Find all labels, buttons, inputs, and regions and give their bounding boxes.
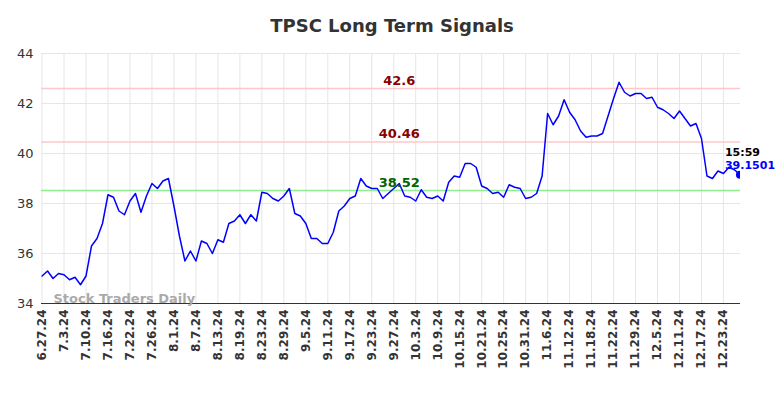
svg-text:11.22.24: 11.22.24 xyxy=(606,310,620,369)
svg-text:38: 38 xyxy=(17,196,34,211)
svg-text:10.9.24: 10.9.24 xyxy=(431,310,445,361)
svg-text:15:59: 15:59 xyxy=(725,146,760,159)
svg-text:10.31.24: 10.31.24 xyxy=(518,310,532,369)
svg-text:42.6: 42.6 xyxy=(383,73,415,88)
svg-text:9.27.24: 9.27.24 xyxy=(387,310,401,361)
svg-text:38.52: 38.52 xyxy=(379,175,420,190)
svg-text:11.18.24: 11.18.24 xyxy=(584,310,598,369)
svg-text:10.3.24: 10.3.24 xyxy=(409,310,423,361)
svg-text:8.23.24: 8.23.24 xyxy=(255,310,269,361)
svg-text:12.5.24: 12.5.24 xyxy=(650,310,664,361)
svg-text:11.6.24: 11.6.24 xyxy=(540,310,554,361)
svg-text:12.23.24: 12.23.24 xyxy=(716,310,730,369)
svg-text:11.29.24: 11.29.24 xyxy=(628,310,642,369)
svg-text:44: 44 xyxy=(17,46,34,61)
svg-text:40: 40 xyxy=(17,146,34,161)
svg-text:Stock Traders Daily: Stock Traders Daily xyxy=(54,291,196,306)
svg-text:42: 42 xyxy=(17,96,34,111)
svg-text:12.17.24: 12.17.24 xyxy=(694,310,708,369)
html-text:TPSC Long Term Signals: TPSC Long Term Signals xyxy=(270,15,514,36)
svg-text:8.1.24: 8.1.24 xyxy=(167,310,181,353)
svg-text:40.46: 40.46 xyxy=(379,126,420,141)
svg-text:8.13.24: 8.13.24 xyxy=(211,310,225,361)
svg-text:34: 34 xyxy=(17,296,34,311)
svg-text:10.25.24: 10.25.24 xyxy=(496,310,510,369)
svg-text:11.12.24: 11.12.24 xyxy=(562,310,576,369)
svg-text:10.21.24: 10.21.24 xyxy=(475,310,489,369)
svg-text:36: 36 xyxy=(17,246,34,261)
svg-text:7.10.24: 7.10.24 xyxy=(79,310,93,361)
svg-text:7.16.24: 7.16.24 xyxy=(101,310,115,361)
svg-text:9.5.24: 9.5.24 xyxy=(299,310,313,353)
svg-text:6.27.24: 6.27.24 xyxy=(35,310,49,361)
svg-text:9.17.24: 9.17.24 xyxy=(343,310,357,361)
svg-text:39.1501: 39.1501 xyxy=(725,159,775,172)
svg-text:8.19.24: 8.19.24 xyxy=(233,310,247,361)
svg-text:8.29.24: 8.29.24 xyxy=(277,310,291,361)
svg-text:10.15.24: 10.15.24 xyxy=(453,310,467,369)
svg-text:9.23.24: 9.23.24 xyxy=(365,310,379,361)
svg-text:7.22.24: 7.22.24 xyxy=(123,310,137,361)
svg-text:9.11.24: 9.11.24 xyxy=(321,310,335,361)
svg-text:7.26.24: 7.26.24 xyxy=(145,310,159,361)
svg-text:12.11.24: 12.11.24 xyxy=(672,310,686,369)
svg-text:8.7.24: 8.7.24 xyxy=(189,310,203,353)
svg-text:7.3.24: 7.3.24 xyxy=(57,310,71,353)
